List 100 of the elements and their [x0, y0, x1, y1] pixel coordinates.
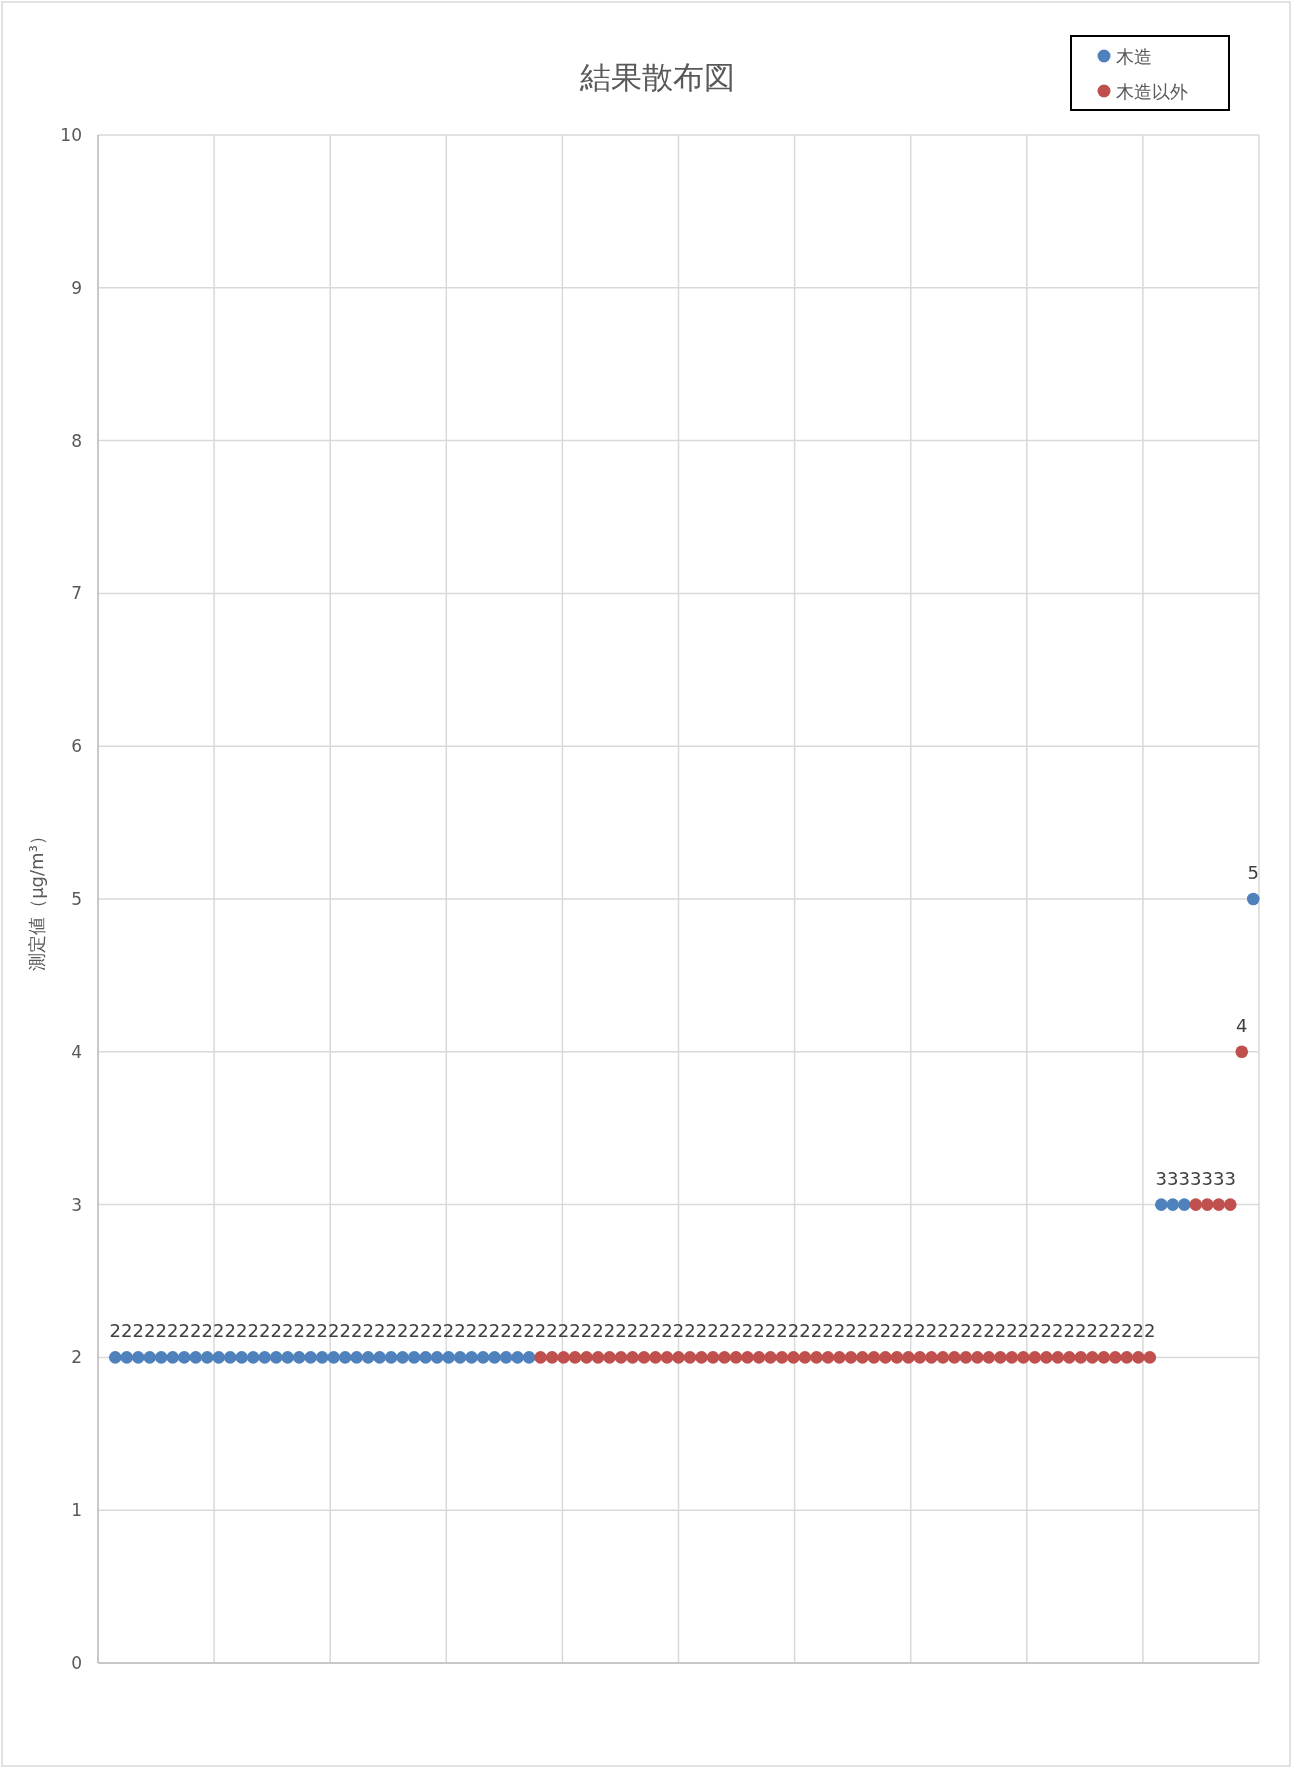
data-label: 2 — [971, 1320, 984, 1342]
point — [798, 1351, 812, 1364]
point — [856, 1351, 869, 1364]
data-label: 2 — [408, 1320, 420, 1342]
data-label: 2 — [144, 1320, 156, 1342]
data-label: 2 — [488, 1320, 501, 1342]
point — [212, 1351, 225, 1364]
point — [821, 1351, 835, 1364]
point — [603, 1351, 616, 1364]
point — [1097, 1351, 1111, 1364]
point — [1028, 1351, 1042, 1364]
point — [741, 1351, 754, 1364]
point — [453, 1351, 467, 1364]
data-label: 2 — [178, 1320, 190, 1342]
point — [189, 1351, 203, 1364]
point — [522, 1351, 536, 1364]
point — [787, 1351, 800, 1364]
data-label: 2 — [948, 1320, 961, 1342]
y-tick-label: 8 — [71, 430, 82, 451]
point — [994, 1351, 1007, 1364]
point — [1017, 1351, 1030, 1364]
point — [925, 1351, 938, 1364]
y-tick-label: 10 — [60, 125, 82, 145]
y-tick-label: 3 — [71, 1194, 82, 1215]
point — [545, 1351, 559, 1364]
point — [1246, 892, 1260, 906]
data-label: 3 — [1167, 1167, 1179, 1189]
point — [200, 1351, 214, 1364]
point — [764, 1351, 777, 1364]
point — [281, 1351, 294, 1364]
data-label: 2 — [304, 1320, 317, 1342]
point — [1040, 1351, 1053, 1364]
data-label: 2 — [500, 1320, 512, 1342]
point — [718, 1351, 731, 1364]
data-label: 2 — [603, 1320, 616, 1342]
data-label: 2 — [350, 1320, 363, 1342]
point — [120, 1351, 134, 1364]
point — [879, 1351, 892, 1364]
data-label: 2 — [1075, 1320, 1087, 1342]
data-label: 2 — [1086, 1320, 1099, 1342]
data-label: 2 — [776, 1320, 788, 1342]
data-label: 2 — [293, 1320, 305, 1342]
point — [1109, 1351, 1122, 1364]
data-label: 2 — [764, 1320, 777, 1342]
point — [614, 1351, 628, 1364]
data-label: 3 — [1155, 1167, 1168, 1189]
point — [327, 1351, 340, 1364]
data-label: 2 — [1063, 1320, 1076, 1342]
data-label: 2 — [925, 1320, 938, 1342]
data-label: 2 — [511, 1320, 524, 1342]
data-label: 2 — [868, 1320, 880, 1342]
point — [660, 1351, 674, 1364]
point — [982, 1351, 996, 1364]
point — [1120, 1351, 1134, 1364]
point — [1051, 1351, 1065, 1364]
point — [154, 1351, 168, 1364]
point — [350, 1351, 363, 1364]
data-label: 2 — [638, 1320, 650, 1342]
data-label: 2 — [914, 1320, 926, 1342]
data-label: 2 — [1052, 1320, 1064, 1342]
data-label: 2 — [615, 1320, 627, 1342]
data-label: 2 — [730, 1320, 742, 1342]
point — [706, 1351, 720, 1364]
data-label: 2 — [258, 1320, 271, 1342]
data-label: 2 — [741, 1320, 754, 1342]
data-label: 2 — [649, 1320, 662, 1342]
data-label: 2 — [1121, 1320, 1133, 1342]
y-tick-label: 4 — [71, 1041, 82, 1062]
data-label: 2 — [1109, 1320, 1122, 1342]
data-label: 2 — [477, 1320, 489, 1342]
data-label: 2 — [396, 1320, 409, 1342]
data-label: 2 — [672, 1320, 685, 1342]
data-label: 2 — [454, 1320, 466, 1342]
point — [1235, 1045, 1249, 1059]
data-label: 2 — [523, 1320, 535, 1342]
data-label: 2 — [994, 1320, 1007, 1342]
point — [890, 1351, 904, 1364]
point — [488, 1351, 501, 1364]
point — [361, 1351, 375, 1364]
point — [1177, 1198, 1191, 1211]
point — [833, 1351, 846, 1364]
point — [384, 1351, 398, 1364]
y-tick-label: 0 — [71, 1653, 82, 1673]
point — [913, 1351, 927, 1364]
data-label: 2 — [1132, 1320, 1145, 1342]
point — [649, 1351, 662, 1364]
point — [867, 1351, 881, 1364]
point — [269, 1351, 283, 1364]
point — [683, 1351, 697, 1364]
data-label: 2 — [718, 1320, 731, 1342]
data-label: 2 — [960, 1320, 972, 1342]
data-label: 2 — [592, 1320, 604, 1342]
point — [971, 1351, 984, 1364]
point — [752, 1351, 766, 1364]
point — [580, 1351, 593, 1364]
point — [166, 1351, 180, 1364]
data-label: 2 — [1098, 1320, 1110, 1342]
point — [534, 1351, 547, 1364]
data-label: 2 — [224, 1320, 236, 1342]
point — [568, 1351, 582, 1364]
